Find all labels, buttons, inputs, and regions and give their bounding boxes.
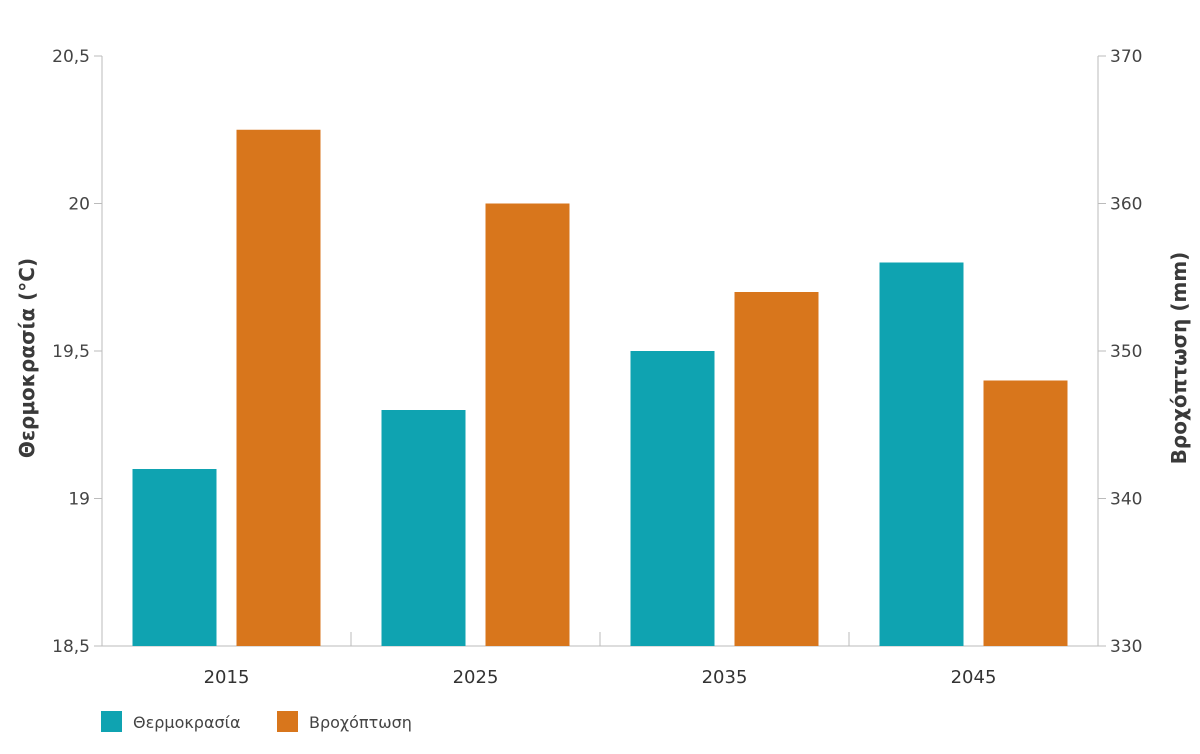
x-tick-label: 2015 xyxy=(204,667,250,688)
right-y-axis-title: Βροχόπτωση (mm) xyxy=(1167,252,1191,465)
rainfall-bar xyxy=(485,203,570,646)
legend: Θερμοκρασία Βροχόπτωση xyxy=(101,711,412,732)
left-y-tick-label: 20 xyxy=(68,195,90,215)
temperature-bar xyxy=(630,351,715,646)
right-y-tick-label: 370 xyxy=(1110,47,1142,67)
x-tick-label: 2045 xyxy=(951,667,997,688)
temperature-bar xyxy=(879,262,964,646)
legend-label-rainfall: Βροχόπτωση xyxy=(309,713,412,732)
right-y-tick-label: 330 xyxy=(1110,637,1142,657)
left-y-tick-label: 19 xyxy=(68,490,90,510)
right-y-axis-ticks: 330 340 350 360 370 xyxy=(1098,47,1142,657)
temperature-bar xyxy=(132,469,217,646)
x-axis-ticks: 2015 2025 2035 2045 xyxy=(204,632,997,688)
right-y-tick-label: 360 xyxy=(1110,195,1142,215)
left-y-axis-title: Θερμοκρασία (°C) xyxy=(15,258,39,458)
x-tick-label: 2035 xyxy=(702,667,748,688)
legend-swatch-temperature xyxy=(101,711,122,732)
right-y-tick-label: 350 xyxy=(1110,342,1142,362)
rainfall-bar xyxy=(236,129,321,646)
legend-label-temperature: Θερμοκρασία xyxy=(133,713,241,732)
rainfall-bar xyxy=(734,292,819,646)
bars xyxy=(132,129,1068,646)
legend-swatch-rainfall xyxy=(277,711,298,732)
right-y-tick-label: 340 xyxy=(1110,490,1142,510)
left-y-tick-label: 19,5 xyxy=(52,342,90,362)
left-y-tick-label: 20,5 xyxy=(52,47,90,67)
rainfall-bar xyxy=(983,380,1068,646)
x-tick-label: 2025 xyxy=(453,667,499,688)
left-y-axis-ticks: 18,5 19 19,5 20 20,5 xyxy=(52,47,102,657)
left-y-tick-label: 18,5 xyxy=(52,637,90,657)
temperature-bar xyxy=(381,410,466,646)
